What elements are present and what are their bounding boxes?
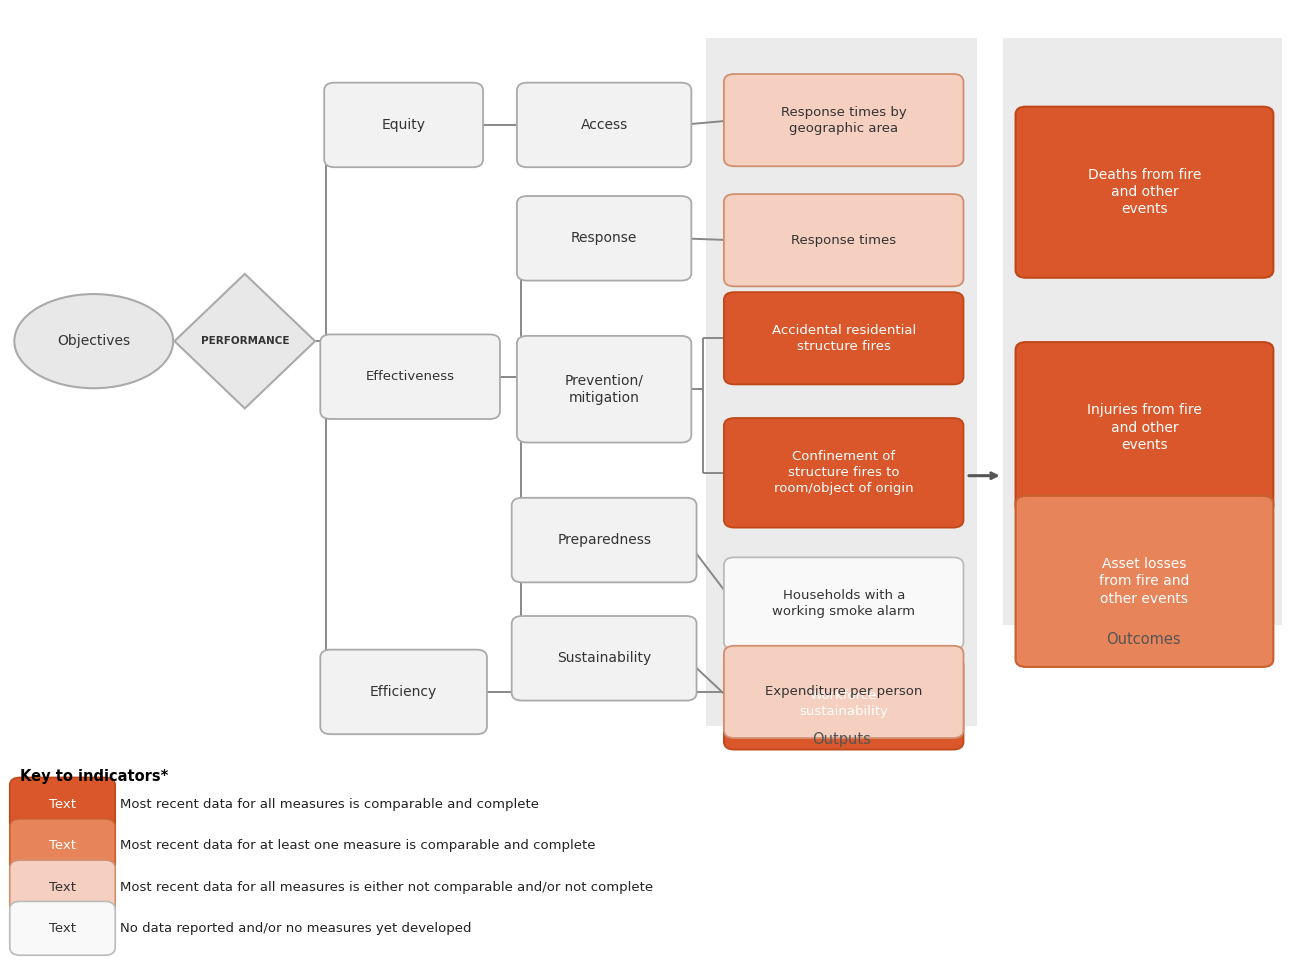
FancyBboxPatch shape — [9, 777, 115, 831]
Bar — [706, 38, 976, 726]
Text: Text: Text — [49, 922, 76, 935]
FancyBboxPatch shape — [1016, 496, 1273, 667]
FancyBboxPatch shape — [9, 901, 115, 955]
Text: Injuries from fire
and other
events: Injuries from fire and other events — [1087, 404, 1202, 452]
Text: Response: Response — [572, 232, 637, 245]
FancyBboxPatch shape — [324, 83, 483, 167]
FancyBboxPatch shape — [9, 819, 115, 873]
Text: Outcomes: Outcomes — [1105, 631, 1181, 647]
FancyBboxPatch shape — [517, 83, 691, 167]
FancyBboxPatch shape — [724, 657, 963, 750]
Text: Text: Text — [49, 880, 76, 894]
Text: Most recent data for all measures is comparable and complete: Most recent data for all measures is com… — [120, 798, 539, 811]
FancyBboxPatch shape — [512, 616, 697, 701]
Polygon shape — [174, 274, 315, 408]
Text: Asset losses
from fire and
other events: Asset losses from fire and other events — [1099, 557, 1190, 605]
FancyBboxPatch shape — [1016, 107, 1273, 278]
Text: Efficiency: Efficiency — [370, 685, 437, 699]
Text: Access: Access — [581, 118, 628, 132]
Text: Accidental residential
structure fires: Accidental residential structure fires — [772, 324, 915, 353]
Text: Effectiveness: Effectiveness — [366, 370, 454, 383]
Text: Outputs: Outputs — [811, 732, 871, 748]
Text: PERFORMANCE: PERFORMANCE — [201, 336, 289, 346]
FancyBboxPatch shape — [724, 646, 963, 738]
Text: Deaths from fire
and other
events: Deaths from fire and other events — [1087, 168, 1202, 216]
Text: Text: Text — [49, 798, 76, 811]
FancyBboxPatch shape — [320, 334, 500, 419]
Ellipse shape — [14, 294, 173, 388]
Text: Households with a
working smoke alarm: Households with a working smoke alarm — [772, 589, 915, 618]
FancyBboxPatch shape — [724, 194, 963, 286]
Text: Text: Text — [49, 839, 76, 852]
FancyBboxPatch shape — [1016, 342, 1273, 513]
Text: Most recent data for all measures is either not comparable and/or not complete: Most recent data for all measures is eit… — [120, 880, 652, 894]
FancyBboxPatch shape — [320, 650, 487, 734]
Text: Workforce
sustainability: Workforce sustainability — [799, 689, 888, 718]
Text: Key to indicators*: Key to indicators* — [20, 769, 168, 784]
Text: Response times by
geographic area: Response times by geographic area — [781, 106, 906, 135]
FancyBboxPatch shape — [512, 498, 697, 582]
Text: Equity: Equity — [381, 118, 426, 132]
Text: Expenditure per person: Expenditure per person — [766, 685, 922, 699]
Text: Objectives: Objectives — [57, 334, 130, 348]
Text: Prevention/
mitigation: Prevention/ mitigation — [565, 374, 643, 405]
FancyBboxPatch shape — [724, 418, 963, 528]
Text: No data reported and/or no measures yet developed: No data reported and/or no measures yet … — [120, 922, 471, 935]
Bar — [1003, 38, 1282, 625]
FancyBboxPatch shape — [517, 335, 691, 442]
Text: Preparedness: Preparedness — [557, 533, 651, 547]
FancyBboxPatch shape — [9, 860, 115, 914]
Text: Response times: Response times — [792, 234, 896, 247]
FancyBboxPatch shape — [517, 196, 691, 281]
FancyBboxPatch shape — [724, 292, 963, 384]
FancyBboxPatch shape — [724, 557, 963, 650]
Text: Sustainability: Sustainability — [557, 652, 651, 665]
Text: Confinement of
structure fires to
room/object of origin: Confinement of structure fires to room/o… — [773, 451, 914, 495]
FancyBboxPatch shape — [724, 74, 963, 166]
Text: Most recent data for at least one measure is comparable and complete: Most recent data for at least one measur… — [120, 839, 595, 852]
